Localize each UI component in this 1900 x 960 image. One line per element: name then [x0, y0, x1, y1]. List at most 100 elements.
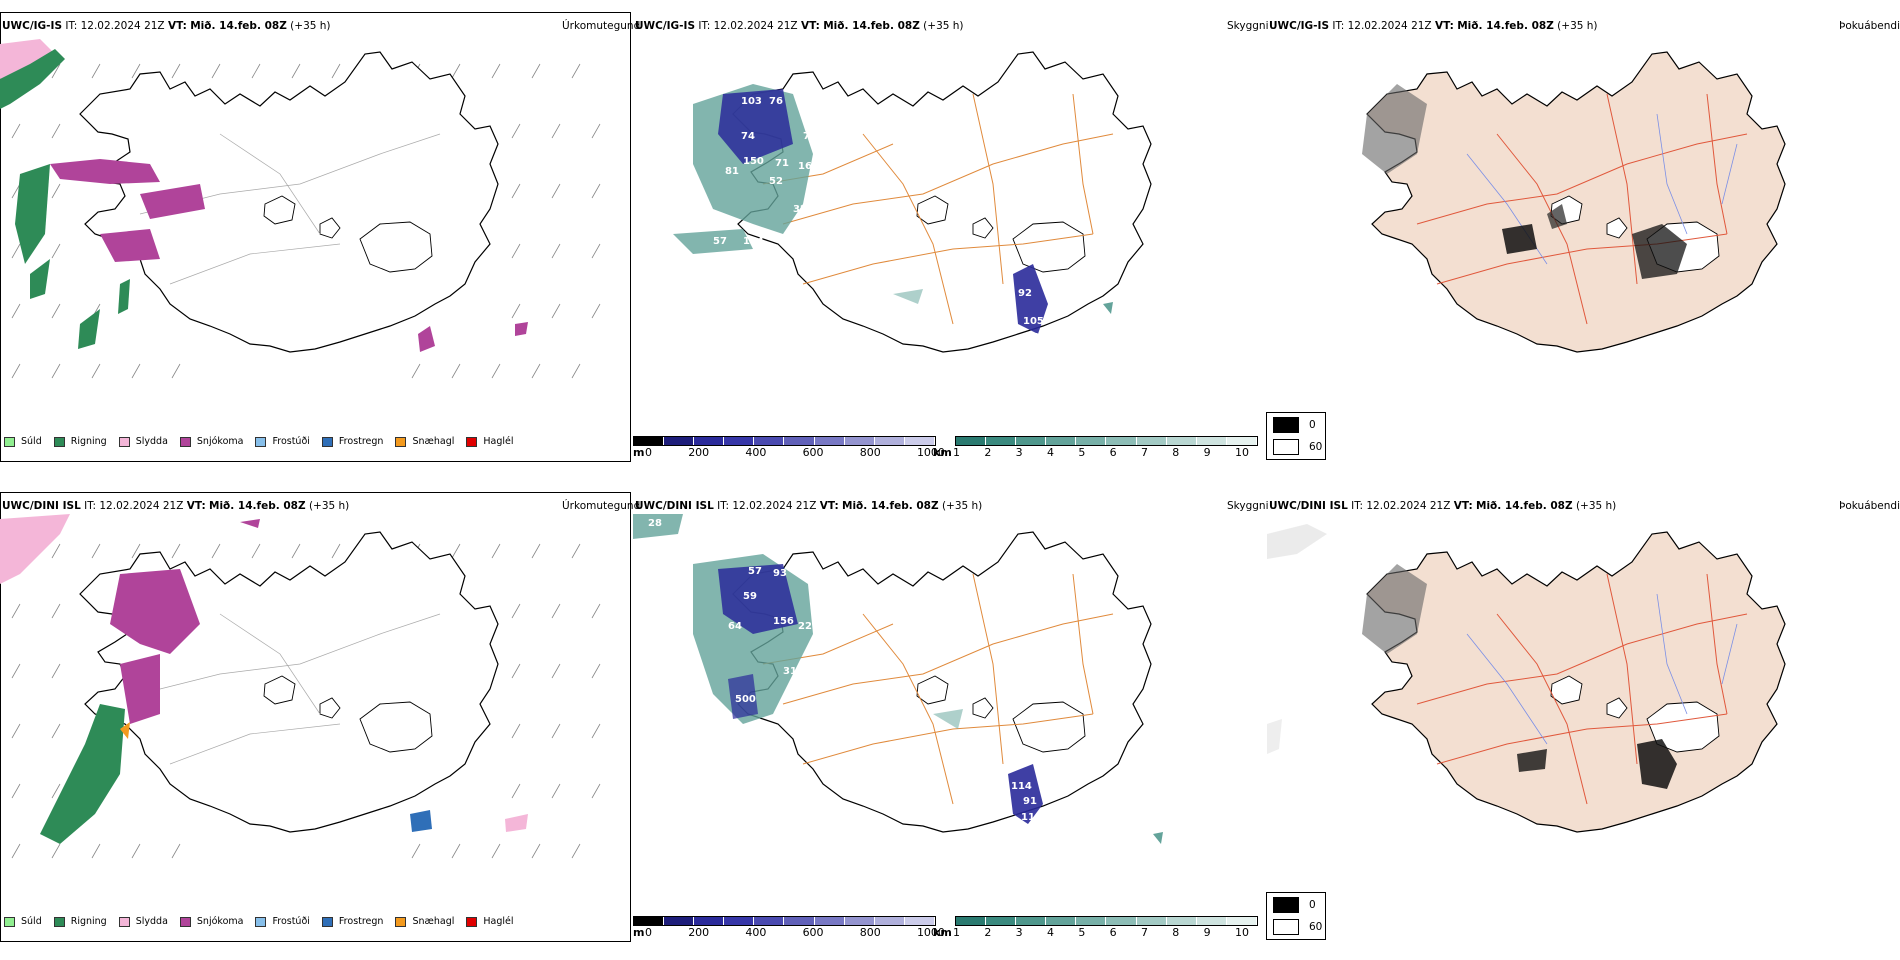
fog-legend-item-60: 60	[1273, 919, 1322, 935]
fog-legend: 0 60	[1266, 412, 1326, 460]
svg-text:103: 103	[741, 96, 762, 107]
legend-item-snaehagl: Snæhagl	[395, 916, 454, 927]
svg-text:74: 74	[741, 131, 755, 142]
fog-label: Þokuábendi	[1839, 20, 1900, 32]
panel-frame	[0, 492, 631, 942]
cloud-visibility-panel: UWC/DINI ISL IT: 12.02.2024 21Z VT: Mið.…	[633, 492, 1269, 960]
legend-swatch	[255, 436, 267, 447]
svg-text:59: 59	[743, 591, 757, 602]
legend-swatch	[395, 436, 407, 447]
legend-item-slydda: Slydda	[118, 436, 168, 447]
svg-text:57: 57	[713, 236, 727, 247]
svg-text:107: 107	[1033, 332, 1054, 343]
precip-type-label: Úrkomutegund	[562, 500, 641, 512]
cloud-areas	[633, 514, 1163, 844]
precip-legend: Súld Rigning Slydda Snjókoma Frostúði Fr…	[4, 916, 514, 927]
legend-swatch	[321, 916, 333, 927]
panel-title: UWC/IG-IS IT: 12.02.2024 21Z VT: Mið. 14…	[1269, 20, 1598, 32]
legend-swatch	[255, 916, 267, 927]
svg-text:500: 500	[735, 694, 756, 705]
precip-areas	[0, 39, 528, 352]
cloud-label: Skyggni	[1227, 20, 1269, 32]
cloud-visibility-map: 103 76 74 150 71 166 81 52 77 57 144 320…	[673, 51, 1152, 353]
legend-item-sudl: Súld	[4, 436, 42, 447]
svg-text:71: 71	[775, 158, 789, 169]
legend-item-frostudi: Frostúði	[255, 916, 310, 927]
legend-item-snjokoma: Snjókoma	[179, 916, 243, 927]
legend-swatch	[53, 436, 65, 447]
legend-item-sudl: Súld	[4, 916, 42, 927]
precip-areas	[0, 514, 528, 844]
legend-swatch	[118, 436, 130, 447]
cloud-visibility-panel: UWC/IG-IS IT: 12.02.2024 21Z VT: Mið. 14…	[633, 12, 1269, 480]
legend-swatch	[321, 436, 333, 447]
fog-panel: UWC/DINI ISL IT: 12.02.2024 21Z VT: Mið.…	[1267, 492, 1900, 960]
svg-text:110: 110	[1021, 812, 1042, 823]
svg-text:320: 320	[793, 204, 814, 215]
panel-frame	[0, 12, 631, 462]
forecast-row-top: UWC/IG-IS IT: 12.02.2024 21Z VT: Mið. 14…	[0, 12, 1900, 480]
legend-item-slydda: Slydda	[118, 916, 168, 927]
fog-swatch-white	[1273, 439, 1299, 455]
legend-item-frostregn: Frostregn	[321, 436, 383, 447]
svg-text:114: 114	[1011, 781, 1032, 792]
cloudbase-colorbar	[633, 916, 936, 926]
fog-legend-item-60: 60	[1273, 439, 1322, 455]
fog-areas	[1362, 84, 1687, 279]
legend-swatch	[395, 916, 407, 927]
fog-swatch-black	[1273, 417, 1299, 433]
svg-text:229: 229	[798, 621, 819, 632]
fog-label: Þokuábendi	[1839, 500, 1900, 512]
svg-text:52: 52	[769, 176, 783, 187]
precip-type-panel: UWC/DINI ISL IT: 12.02.2024 21Z VT: Mið.…	[0, 492, 640, 960]
fog-map	[1267, 524, 1786, 833]
cloudbase-unit: m	[633, 926, 645, 939]
legend-item-haglel: Haglél	[466, 916, 514, 927]
fog-areas	[1267, 524, 1677, 789]
legend-item-snjokoma: Snjókoma	[179, 436, 243, 447]
visibility-ticks: 1 2 3 4 5 6 7 8 9 10	[953, 446, 1249, 459]
svg-text:76: 76	[769, 96, 783, 107]
svg-text:81: 81	[725, 166, 739, 177]
visibility-unit: km	[933, 926, 952, 939]
svg-text:91: 91	[1023, 796, 1037, 807]
panel-title: UWC/IG-IS IT: 12.02.2024 21Z VT: Mið. 14…	[2, 20, 331, 32]
svg-text:28: 28	[648, 518, 662, 529]
svg-text:156: 156	[773, 616, 794, 627]
legend-swatch	[4, 916, 15, 927]
legend-item-frostudi: Frostúði	[255, 436, 310, 447]
legend-item-snaehagl: Snæhagl	[395, 436, 454, 447]
cloudbase-ticks: 0 200 400 600 800 1000	[645, 446, 945, 459]
svg-text:166: 166	[798, 161, 819, 172]
svg-text:77: 77	[803, 131, 817, 142]
visibility-colorbar	[955, 436, 1258, 446]
legend-item-rigning: Rigning	[53, 916, 107, 927]
svg-text:57: 57	[748, 566, 762, 577]
fog-swatch-black	[1273, 897, 1299, 913]
panel-title: UWC/DINI ISL IT: 12.02.2024 21Z VT: Mið.…	[1269, 500, 1617, 512]
legend-item-frostregn: Frostregn	[321, 916, 383, 927]
cloud-values: 103 76 74 150 71 166 81 52 77 57 144 320…	[713, 96, 1054, 343]
svg-text:53: 53	[1033, 824, 1047, 835]
visibility-colorbar	[955, 916, 1258, 926]
cloudbase-unit: m	[633, 446, 645, 459]
legend-swatch	[466, 916, 478, 927]
svg-text:92: 92	[1018, 288, 1032, 299]
panel-title: UWC/IG-IS IT: 12.02.2024 21Z VT: Mið. 14…	[635, 20, 964, 32]
fog-panel: UWC/IG-IS IT: 12.02.2024 21Z VT: Mið. 14…	[1267, 12, 1900, 480]
svg-text:144: 144	[743, 236, 764, 247]
legend-swatch	[179, 436, 191, 447]
svg-text:150: 150	[743, 156, 764, 167]
legend-swatch	[118, 916, 130, 927]
precip-type-map	[0, 39, 601, 379]
fog-swatch-white	[1273, 919, 1299, 935]
precip-legend: Súld Rigning Slydda Snjókoma Frostúði Fr…	[4, 436, 514, 447]
svg-text:31: 31	[783, 666, 797, 677]
cloud-visibility-map: 57 93 59 156 229 64 31 500 114 91 110 28…	[633, 514, 1163, 844]
cloudbase-ticks: 0 200 400 600 800 1000	[645, 926, 945, 939]
svg-text:93: 93	[773, 568, 787, 579]
visibility-ticks: 1 2 3 4 5 6 7 8 9 10	[953, 926, 1249, 939]
fog-legend-item-0: 0	[1273, 897, 1316, 913]
legend-swatch	[4, 436, 15, 447]
fog-legend-item-0: 0	[1273, 417, 1316, 433]
